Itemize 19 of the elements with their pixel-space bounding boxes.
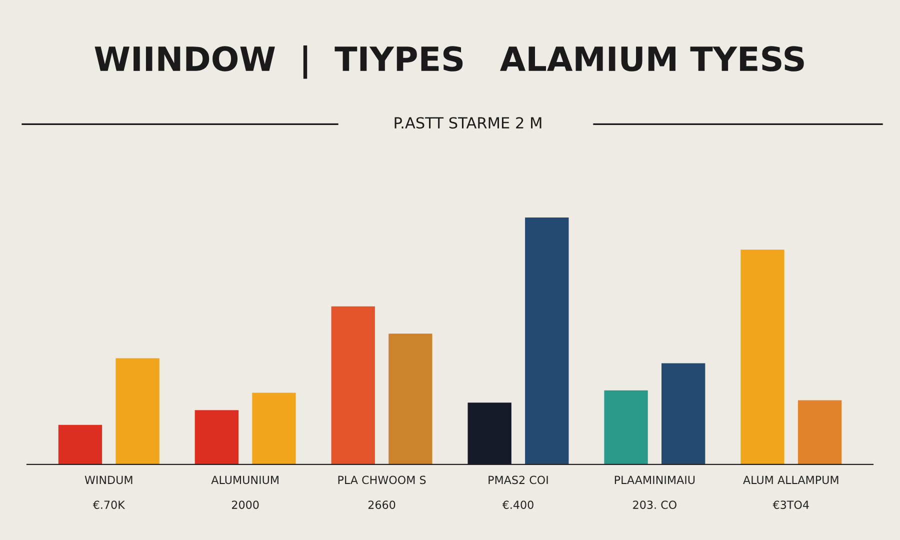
category-label: ALUM ALLAMPUM €3TO4 bbox=[743, 476, 838, 509]
bar bbox=[604, 390, 648, 464]
bar bbox=[194, 410, 238, 464]
bar bbox=[252, 392, 296, 464]
category-label: ALUMUNIUM 2000 bbox=[211, 476, 278, 509]
chart-title: WIINDOW | TIYPES ALAMIUM TYESS bbox=[94, 45, 804, 79]
bar bbox=[58, 424, 102, 464]
category-label: PLA CHWOOM S 2660 bbox=[338, 476, 426, 509]
category-label: PMAS2 COI €.400 bbox=[488, 476, 548, 509]
bar bbox=[388, 334, 432, 464]
bar bbox=[331, 306, 375, 464]
category-label: WINDUM €.70K bbox=[84, 476, 132, 509]
bar bbox=[468, 402, 512, 464]
bar bbox=[662, 363, 706, 464]
bar bbox=[798, 400, 842, 464]
bar bbox=[116, 358, 160, 464]
bar bbox=[525, 218, 569, 464]
category-label: PLAAMINIMAIU 203. CO bbox=[614, 476, 695, 509]
chart-subtitle: P.ASTT STARME 2 M bbox=[394, 117, 542, 129]
